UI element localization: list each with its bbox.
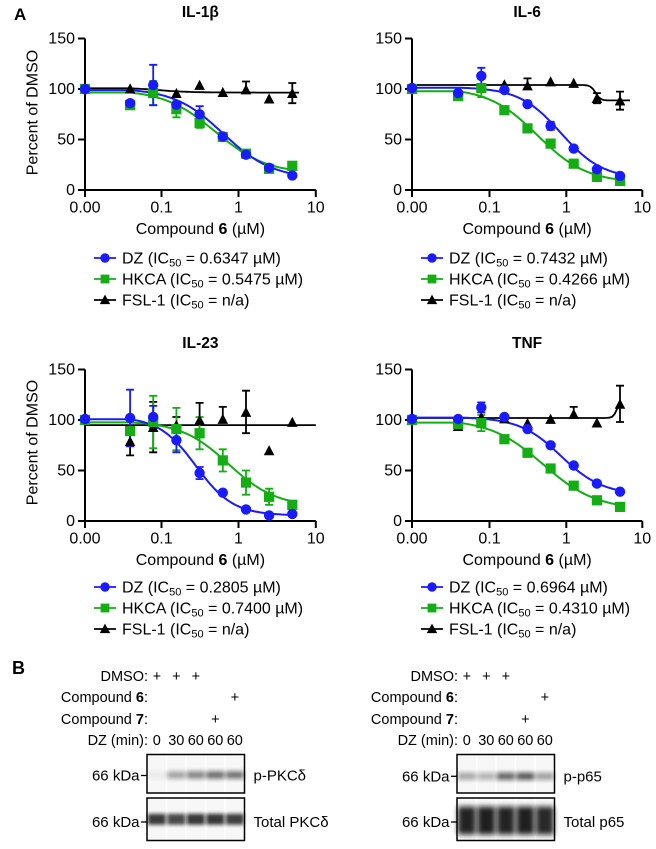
svg-text:0.1: 0.1	[478, 200, 500, 217]
svg-text:+: +	[153, 669, 161, 685]
svg-text:Percent of DMSO: Percent of DMSO	[25, 50, 42, 175]
svg-text:HKCA (IC50 = 0.7400 µM): HKCA (IC50 = 0.7400 µM)	[122, 601, 303, 620]
svg-text:10: 10	[633, 200, 651, 217]
svg-text:66 kDa: 66 kDa	[92, 814, 140, 831]
svg-text:FSL-1 (IC50 = n/a): FSL-1 (IC50 = n/a)	[122, 622, 249, 641]
svg-text:Compound 6 (µM): Compound 6 (µM)	[462, 221, 591, 238]
svg-text:DZ (IC50 = 0.6964 µM): DZ (IC50 = 0.6964 µM)	[449, 580, 608, 599]
svg-text:30: 30	[478, 733, 494, 749]
svg-text:+: +	[211, 712, 219, 728]
svg-text:HKCA (IC50 = 0.5475 µM): HKCA (IC50 = 0.5475 µM)	[122, 272, 303, 291]
svg-text:IL-23: IL-23	[182, 335, 219, 352]
svg-text:100: 100	[48, 81, 75, 98]
svg-text:60: 60	[227, 733, 243, 749]
svg-text:60: 60	[498, 733, 514, 749]
svg-text:60: 60	[517, 733, 533, 749]
svg-text:30: 30	[168, 733, 184, 749]
svg-text:1: 1	[562, 200, 571, 217]
svg-text:HKCA (IC50 = 0.4266 µM): HKCA (IC50 = 0.4266 µM)	[449, 272, 630, 291]
svg-text:DMSO:: DMSO:	[410, 669, 458, 685]
svg-text:B: B	[12, 658, 25, 678]
svg-text:DMSO:: DMSO:	[100, 669, 148, 685]
svg-text:1: 1	[234, 200, 243, 217]
svg-text:0.1: 0.1	[150, 200, 172, 217]
svg-text:+: +	[482, 669, 490, 685]
svg-text:0.00: 0.00	[396, 531, 427, 548]
svg-text:1: 1	[234, 531, 243, 548]
svg-text:100: 100	[48, 412, 75, 429]
svg-text:0.00: 0.00	[69, 200, 100, 217]
svg-text:10: 10	[633, 531, 651, 548]
svg-text:0: 0	[66, 182, 75, 199]
svg-text:100: 100	[375, 412, 402, 429]
svg-text:p-PKCδ: p-PKCδ	[254, 768, 307, 785]
svg-text:FSL-1 (IC50 = n/a): FSL-1 (IC50 = n/a)	[449, 622, 576, 641]
svg-text:150: 150	[375, 31, 402, 48]
svg-text:+: +	[521, 712, 529, 728]
svg-text:1: 1	[562, 531, 571, 548]
svg-text:0.1: 0.1	[478, 531, 500, 548]
svg-text:+: +	[463, 669, 471, 685]
svg-text:IL-6: IL-6	[513, 4, 541, 21]
svg-text:+: +	[192, 669, 200, 685]
svg-text:Compound 6 (µM): Compound 6 (µM)	[462, 552, 591, 569]
svg-text:DZ (IC50 = 0.7432 µM): DZ (IC50 = 0.7432 µM)	[449, 251, 608, 270]
svg-text:A: A	[14, 5, 26, 24]
svg-text:50: 50	[384, 463, 402, 480]
svg-text:0: 0	[463, 733, 471, 749]
svg-text:66 kDa: 66 kDa	[402, 769, 450, 786]
svg-text:0: 0	[393, 513, 402, 530]
svg-text:0: 0	[66, 513, 75, 530]
svg-text:Compound 6:: Compound 6:	[61, 690, 148, 706]
svg-text:0: 0	[153, 733, 161, 749]
svg-text:100: 100	[375, 81, 402, 98]
svg-text:60: 60	[207, 733, 223, 749]
svg-text:IL-1β: IL-1β	[182, 4, 219, 21]
svg-text:60: 60	[188, 733, 204, 749]
svg-text:Compound 7:: Compound 7:	[61, 712, 148, 728]
svg-text:Percent of DMSO: Percent of DMSO	[25, 380, 42, 505]
svg-text:10: 10	[307, 531, 325, 548]
svg-text:p-p65: p-p65	[564, 769, 602, 786]
svg-text:50: 50	[57, 463, 75, 480]
svg-text:66 kDa: 66 kDa	[402, 814, 450, 831]
svg-text:Compound 6 (µM): Compound 6 (µM)	[136, 221, 265, 238]
svg-text:60: 60	[537, 733, 553, 749]
svg-text:150: 150	[375, 362, 402, 379]
svg-text:50: 50	[57, 132, 75, 149]
svg-text:10: 10	[307, 200, 325, 217]
svg-text:66 kDa: 66 kDa	[92, 768, 140, 785]
svg-text:0.00: 0.00	[69, 531, 100, 548]
svg-text:50: 50	[384, 132, 402, 149]
svg-text:DZ (IC50 = 0.6347 µM): DZ (IC50 = 0.6347 µM)	[122, 251, 281, 270]
svg-text:+: +	[172, 669, 180, 685]
svg-text:Compound 6:: Compound 6:	[371, 690, 458, 706]
svg-text:FSL-1 (IC50 = n/a): FSL-1 (IC50 = n/a)	[122, 293, 249, 312]
svg-text:TNF: TNF	[512, 335, 542, 352]
svg-text:DZ (min):: DZ (min):	[398, 733, 458, 749]
svg-text:+: +	[231, 690, 239, 706]
svg-text:0: 0	[393, 182, 402, 199]
svg-text:150: 150	[48, 362, 75, 379]
svg-text:0.00: 0.00	[396, 200, 427, 217]
svg-text:DZ (IC50 = 0.2805 µM): DZ (IC50 = 0.2805 µM)	[122, 580, 281, 599]
svg-text:0.1: 0.1	[150, 531, 172, 548]
svg-text:Total p65: Total p65	[564, 814, 625, 831]
svg-text:DZ (min):: DZ (min):	[88, 733, 148, 749]
svg-text:Compound 7:: Compound 7:	[371, 712, 458, 728]
svg-text:+: +	[541, 690, 549, 706]
svg-text:+: +	[502, 669, 510, 685]
svg-text:Compound 6 (µM): Compound 6 (µM)	[136, 552, 265, 569]
svg-text:HKCA (IC50 = 0.4310 µM): HKCA (IC50 = 0.4310 µM)	[449, 601, 630, 620]
svg-text:FSL-1 (IC50 = n/a): FSL-1 (IC50 = n/a)	[449, 293, 576, 312]
svg-text:150: 150	[48, 31, 75, 48]
svg-text:Total PKCδ: Total PKCδ	[254, 814, 329, 831]
